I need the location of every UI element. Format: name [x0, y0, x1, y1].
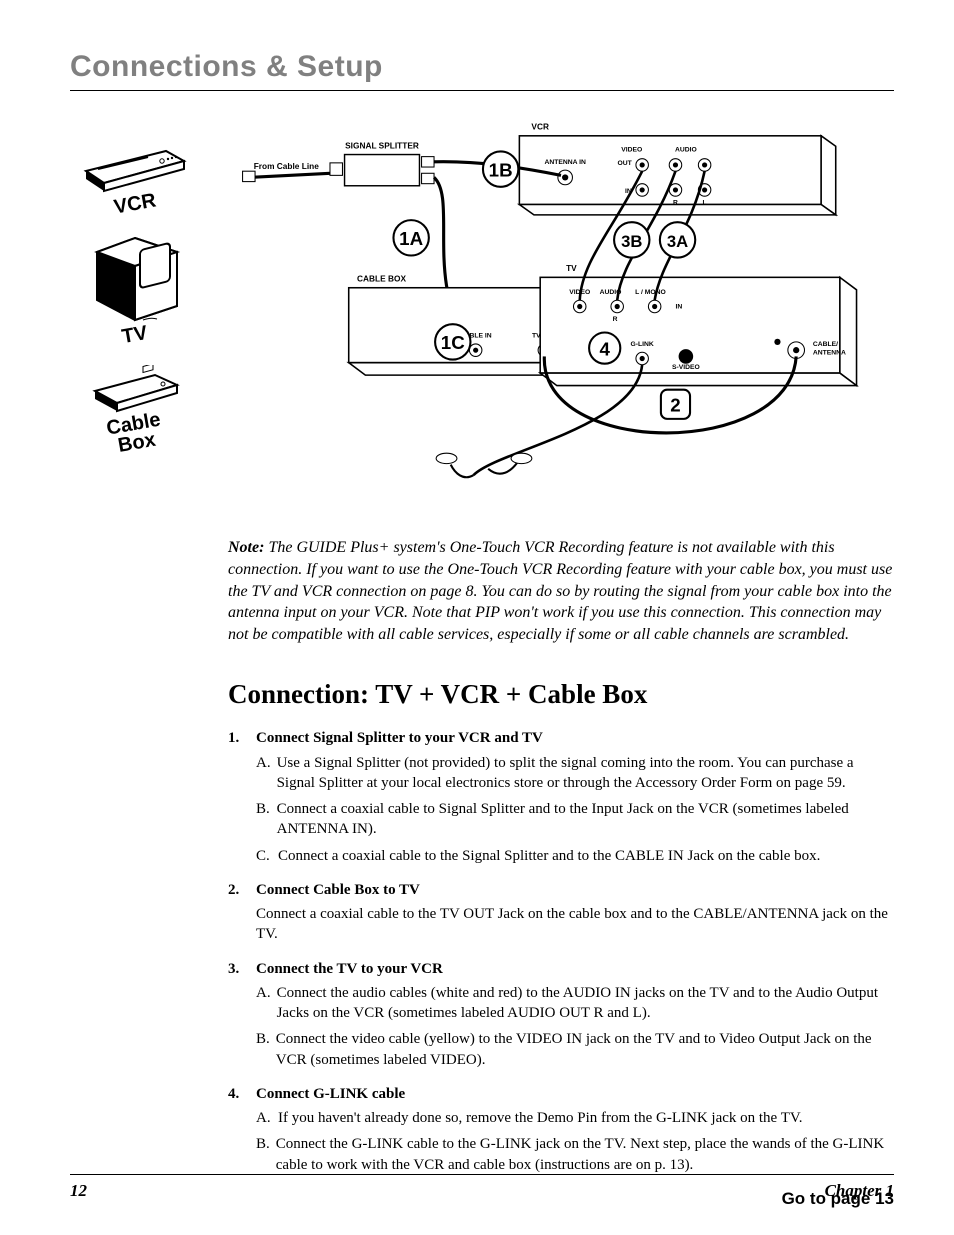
step-title: Connect Signal Splitter to your VCR and … [256, 728, 543, 748]
svg-text:CABLE/: CABLE/ [813, 341, 838, 348]
substep: B.Connect the video cable (yellow) to th… [256, 1029, 894, 1070]
header-rule [70, 90, 894, 91]
vcr-icon-label: VCR [112, 190, 158, 220]
bubble-1b: 1B [483, 151, 518, 186]
equipment-icon-column: VCR TV [70, 115, 200, 515]
substep: A.Use a Signal Splitter (not provided) t… [256, 753, 894, 794]
svg-text:TV: TV [566, 263, 577, 273]
substep-text: If you haven't already done so, remove t… [278, 1108, 803, 1128]
bubble-1a: 1A [393, 220, 428, 255]
tv-icon [85, 234, 185, 324]
svg-text:CABLE BOX: CABLE BOX [357, 274, 406, 284]
svg-text:4: 4 [599, 338, 610, 359]
svg-text:L: L [703, 199, 707, 206]
svg-text:1A: 1A [399, 228, 423, 249]
substep-text: Connect the audio cables (white and red)… [277, 983, 894, 1024]
section-heading: Connection: TV + VCR + Cable Box [228, 679, 894, 710]
substep-text: Connect a coaxial cable to Signal Splitt… [277, 799, 894, 840]
svg-text:VIDEO: VIDEO [621, 146, 642, 153]
svg-text:3A: 3A [667, 232, 688, 251]
steps: 1. Connect Signal Splitter to your VCR an… [228, 728, 894, 1175]
svg-text:1B: 1B [489, 159, 513, 180]
bubble-4: 4 [589, 332, 620, 363]
substep-letter: A. [256, 753, 271, 794]
tv-icon-label: TV [120, 322, 149, 349]
vcr-icon [80, 139, 190, 193]
step-body: A. If you haven't already done so, remove… [256, 1108, 894, 1175]
tv-icon-block: TV [70, 234, 200, 347]
svg-text:R: R [613, 316, 618, 323]
step: 4. Connect G-LINK cable A. If you haven't a… [228, 1084, 894, 1175]
substep-text: Connect the video cable (yellow) to the … [276, 1029, 894, 1070]
bubble-3b: 3B [614, 222, 649, 257]
cablebox-icon [85, 365, 185, 415]
note-body: The GUIDE Plus+ system's One-Touch VCR R… [228, 539, 892, 642]
svg-text:2: 2 [670, 395, 680, 416]
page-title: Connections & Setup [70, 50, 894, 84]
step-head: 4. Connect G-LINK cable [228, 1084, 894, 1104]
wiring-diagram: VCR ANTENNA IN VIDEO AUDIO OUT IN R [228, 115, 894, 515]
step-head: 1. Connect Signal Splitter to your VCR an… [228, 728, 894, 748]
substep-letter: B. [256, 1134, 270, 1175]
step: 3. Connect the TV to your VCR A.Connect th… [228, 959, 894, 1070]
step-number: 1. [228, 728, 242, 748]
footer: 12 Chapter 1 [70, 1174, 894, 1201]
svg-text:IN: IN [675, 304, 682, 311]
step-head: 2. Connect Cable Box to TV [228, 880, 894, 900]
step-number: 2. [228, 880, 242, 900]
substep: A.Connect the audio cables (white and re… [256, 983, 894, 1024]
vcr-icon-block: VCR [70, 139, 200, 216]
diagram-label-vcr: VCR [531, 122, 549, 132]
step-title: Connect G-LINK cable [256, 1084, 405, 1104]
footer-page: 12 [70, 1181, 87, 1201]
svg-text:SIGNAL SPLITTER: SIGNAL SPLITTER [345, 140, 419, 150]
bubble-3a: 3A [660, 222, 695, 257]
step: 1. Connect Signal Splitter to your VCR an… [228, 728, 894, 866]
svg-text:ANTENNA: ANTENNA [813, 349, 846, 356]
step-body: A.Connect the audio cables (white and re… [256, 983, 894, 1070]
cablebox-icon-label: CableBox [105, 411, 165, 458]
footer-chapter: Chapter 1 [825, 1181, 894, 1201]
substep: B.Connect a coaxial cable to Signal Spli… [256, 799, 894, 840]
svg-text:1C: 1C [441, 332, 465, 353]
step-title: Connect Cable Box to TV [256, 880, 420, 900]
step-head: 3. Connect the TV to your VCR [228, 959, 894, 979]
bubble-2: 2 [661, 390, 690, 419]
note-prefix: Note: [228, 539, 264, 556]
step-body: Connect a coaxial cable to the TV OUT Ja… [256, 904, 894, 945]
step: 2. Connect Cable Box to TV Connect a coaxi… [228, 880, 894, 945]
step-title: Connect the TV to your VCR [256, 959, 443, 979]
svg-text:3B: 3B [621, 232, 642, 251]
substep-letter: C. [256, 846, 272, 866]
substep-letter: B. [256, 1029, 270, 1070]
svg-text:R: R [673, 199, 678, 206]
step-body: A.Use a Signal Splitter (not provided) t… [256, 753, 894, 866]
note: Note: The GUIDE Plus+ system's One-Touch… [228, 537, 894, 645]
step-number: 4. [228, 1084, 242, 1104]
substep: A. If you haven't already done so, remove… [256, 1108, 894, 1128]
svg-text:L / MONO: L / MONO [635, 289, 666, 296]
svg-text:OUT: OUT [618, 160, 633, 167]
cablebox-icon-block: CableBox [70, 365, 200, 453]
bubble-1c: 1C [435, 324, 470, 359]
step-text: Connect a coaxial cable to the TV OUT Ja… [256, 904, 894, 945]
substep-text: Connect the G-LINK cable to the G-LINK j… [276, 1134, 894, 1175]
substep-letter: A. [256, 1108, 272, 1128]
step-number: 3. [228, 959, 242, 979]
substep-letter: B. [256, 799, 271, 840]
substep: C. Connect a coaxial cable to the Signal … [256, 846, 894, 866]
svg-text:ANTENNA IN: ANTENNA IN [544, 159, 585, 166]
substep-text: Use a Signal Splitter (not provided) to … [277, 753, 894, 794]
svg-text:AUDIO: AUDIO [675, 146, 697, 153]
substep-letter: A. [256, 983, 271, 1024]
svg-text:S-VIDEO: S-VIDEO [672, 364, 700, 371]
svg-text:G-LINK: G-LINK [631, 341, 654, 348]
svg-text:From Cable Line: From Cable Line [254, 161, 320, 171]
substep-text: Connect a coaxial cable to the Signal Sp… [278, 846, 820, 866]
substep: B.Connect the G-LINK cable to the G-LINK… [256, 1134, 894, 1175]
